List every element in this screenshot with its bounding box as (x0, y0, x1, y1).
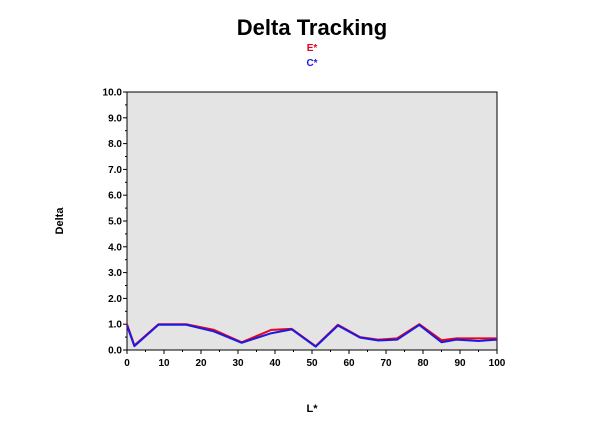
x-tick-label: 20 (195, 358, 207, 369)
y-tick-label: 5.0 (108, 217, 122, 228)
chart-title: Delta Tracking (237, 15, 387, 40)
y-tick-label: 7.0 (108, 165, 122, 176)
y-tick-label: 6.0 (108, 191, 122, 202)
legend-entry-c-star: C* (306, 58, 317, 69)
x-tick-label: 70 (380, 358, 392, 369)
series-line-c-star (126, 323, 498, 348)
x-axis-ticks: 0 10 20 30 40 50 60 70 80 90 100 (124, 350, 506, 369)
x-axis-label: L* (307, 403, 319, 415)
x-tick-label: 60 (343, 358, 355, 369)
y-tick-label: 4.0 (108, 242, 122, 253)
x-tick-label: 40 (269, 358, 281, 369)
y-tick-label: 1.0 (108, 320, 122, 331)
y-tick-label: 10.0 (103, 88, 123, 99)
y-axis-label: Delta (54, 207, 66, 235)
x-tick-label: 80 (417, 358, 429, 369)
x-tick-label: 100 (489, 358, 506, 369)
legend-entry-e-star: E* (307, 43, 318, 54)
x-tick-label: 90 (454, 358, 466, 369)
y-tick-label: 8.0 (108, 139, 122, 150)
x-tick-label: 10 (158, 358, 170, 369)
y-axis-ticks: 0.0 1.0 2.0 3.0 4.0 5.0 6.0 7.0 8.0 9.0 10.0 (103, 88, 127, 357)
x-tick-label: 50 (306, 358, 318, 369)
y-tick-label: 9.0 (108, 113, 122, 124)
plot-area (126, 91, 498, 351)
y-tick-label: 0.0 (108, 346, 122, 357)
y-tick-label: 2.0 (108, 294, 122, 305)
x-tick-label: 30 (232, 358, 244, 369)
y-tick-label: 3.0 (108, 268, 122, 279)
series-layer (126, 323, 498, 348)
x-tick-label: 0 (124, 358, 130, 369)
